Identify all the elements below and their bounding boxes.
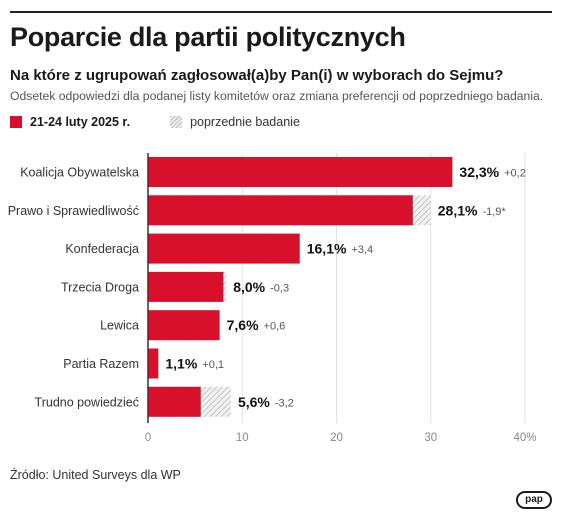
chart-legend: 21-24 luty 2025 r. poprzednie badanie xyxy=(10,115,300,129)
category-label: Trzecia Droga xyxy=(61,280,139,294)
bar-current xyxy=(148,386,201,417)
change-label: -0,3 xyxy=(270,282,289,294)
bar-current xyxy=(148,233,300,264)
chart-subtitle: Na które z ugrupowań zagłosował(a)by Pan… xyxy=(10,67,504,84)
change-label: +0,2 xyxy=(504,168,526,180)
pap-logo: pap xyxy=(516,491,552,509)
change-label: +3,4 xyxy=(351,244,373,256)
category-label: Prawo i Sprawiedliwość xyxy=(8,204,139,218)
change-label: -3,2 xyxy=(275,397,294,409)
change-label: +0,1 xyxy=(202,359,224,371)
bar-current xyxy=(148,195,413,226)
legend-swatch-previous xyxy=(170,116,183,128)
x-tick-label: 20 xyxy=(330,432,343,444)
value-label: 8,0% xyxy=(233,279,265,295)
bar-chart: 0 10 20 30 40% Koalicja Obywatelska 32,3% +0,2 P… xyxy=(8,153,537,444)
bar-current xyxy=(148,271,224,302)
legend-swatch-current xyxy=(10,116,22,128)
page-title: Poparcie dla partii politycznych xyxy=(10,22,406,52)
change-label: +0,6 xyxy=(264,321,286,333)
chart-description: Odsetek odpowiedzi dla podanej listy kom… xyxy=(10,89,544,103)
top-rule xyxy=(10,11,552,13)
bar-current xyxy=(148,348,159,379)
value-label: 5,6% xyxy=(238,394,270,410)
category-label: Koalicja Obywatelska xyxy=(20,166,139,180)
x-tick-label: 10 xyxy=(236,432,249,444)
value-label: 28,1% xyxy=(438,202,478,218)
category-label: Partia Razem xyxy=(63,357,139,371)
legend-label-current: 21-24 luty 2025 r. xyxy=(30,115,131,129)
value-label: 7,6% xyxy=(227,317,259,333)
change-label: -1,9* xyxy=(482,206,506,218)
legend-label-previous: poprzednie badanie xyxy=(190,115,300,129)
x-tick-label: 40% xyxy=(513,432,536,444)
category-label: Lewica xyxy=(100,319,139,333)
value-label: 1,1% xyxy=(165,356,197,372)
bar-current xyxy=(148,310,220,341)
x-tick-label: 30 xyxy=(424,432,437,444)
category-label: Konfederacja xyxy=(65,242,139,256)
bar-current xyxy=(148,157,453,187)
value-label: 16,1% xyxy=(307,241,347,257)
source-note: Źródło: United Surveys dla WP xyxy=(10,468,181,482)
category-label: Trudno powiedzieć xyxy=(35,395,139,409)
value-label: 32,3% xyxy=(459,164,499,180)
x-tick-label: 0 xyxy=(145,432,151,444)
